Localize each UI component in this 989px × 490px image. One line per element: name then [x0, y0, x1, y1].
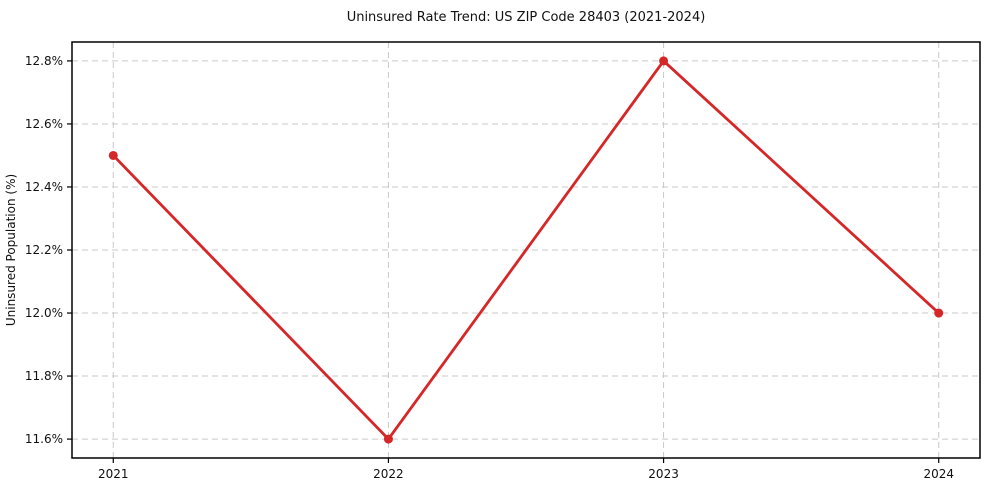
y-tick-label: 12.6% — [25, 117, 63, 131]
x-tick-label: 2024 — [923, 467, 954, 481]
trend-line — [111, 59, 941, 441]
data-point-marker — [383, 434, 393, 444]
y-tick-label: 12.0% — [25, 306, 63, 320]
x-tick-label: 2022 — [373, 467, 404, 481]
y-axis-label: Uninsured Population (%) — [4, 174, 18, 326]
data-point-marker — [934, 308, 944, 318]
x-tick-label: 2023 — [648, 467, 679, 481]
y-tick-label: 11.8% — [25, 369, 63, 383]
y-tick-label: 12.2% — [25, 243, 63, 257]
data-point-marker — [108, 150, 118, 160]
y-tick-label: 12.4% — [25, 180, 63, 194]
y-tick-label: 12.8% — [25, 54, 63, 68]
x-tick-label: 2021 — [98, 467, 129, 481]
data-point-marker — [659, 56, 669, 66]
y-tick-label: 11.6% — [25, 432, 63, 446]
chart-title: Uninsured Rate Trend: US ZIP Code 28403 … — [347, 10, 706, 25]
